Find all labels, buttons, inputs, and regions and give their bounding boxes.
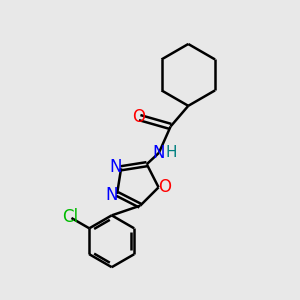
Text: N: N: [110, 158, 122, 176]
Text: N: N: [106, 186, 118, 204]
Text: Cl: Cl: [62, 208, 78, 226]
Text: O: O: [132, 108, 145, 126]
Text: N: N: [153, 144, 165, 162]
Text: H: H: [166, 145, 177, 160]
Text: O: O: [158, 178, 172, 196]
